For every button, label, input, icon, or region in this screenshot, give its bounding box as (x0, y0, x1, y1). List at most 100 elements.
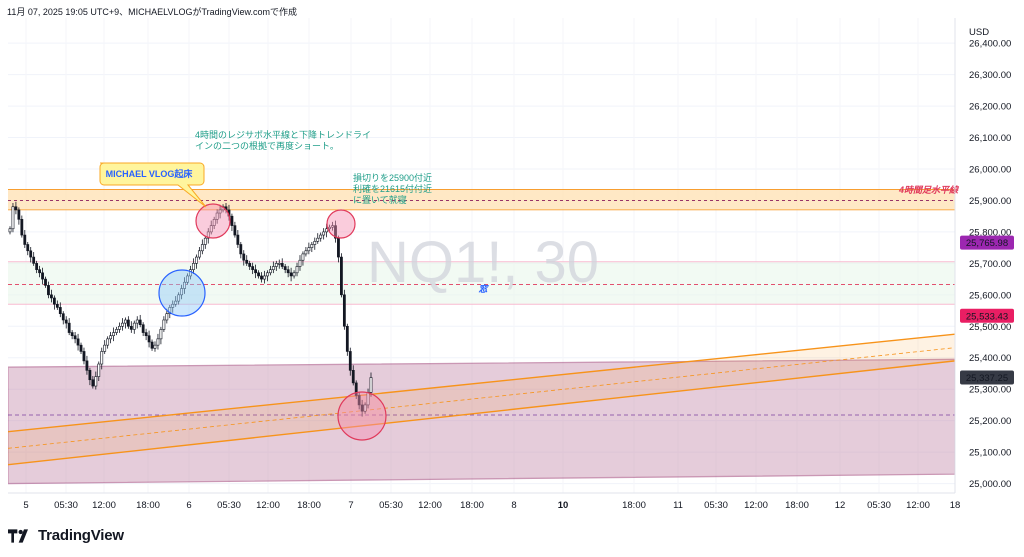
time-tick-label: 12:00 (256, 500, 280, 511)
highlight-circle (337, 391, 387, 441)
candle-body (91, 379, 95, 387)
candle-body (354, 382, 358, 396)
candle-body (304, 250, 308, 255)
price-tick-label: 25,300.00 (969, 385, 1011, 396)
price-tick-label: 25,400.00 (969, 353, 1011, 364)
gap-label: 窓 (478, 284, 489, 294)
time-tick-label: 18:00 (297, 500, 321, 511)
candle-body (310, 244, 314, 248)
candle-body (292, 272, 296, 277)
time-tick-label: 5 (23, 500, 28, 511)
chart-header: 11月 07, 2025 19:05 UTC+9、MICHAELVLOGがTra… (7, 7, 298, 17)
price-tick-label: 26,000.00 (969, 164, 1011, 175)
time-axis[interactable]: 5 05:30 12:00 18:00 6 05:30 12:00 18:00 7 05:30 12… (23, 500, 960, 511)
candle-body (248, 263, 252, 267)
candle-body (313, 241, 317, 245)
candle-body (239, 244, 243, 255)
price-tick-label: 26,100.00 (969, 133, 1011, 144)
stop-target-note: に置いて就寝 (353, 194, 407, 205)
candle-body (73, 335, 77, 340)
price-tick-label: 25,600.00 (969, 290, 1011, 301)
candle-body (328, 226, 331, 230)
candle-body (20, 219, 24, 236)
candle-body (233, 225, 237, 236)
candle-body (192, 263, 195, 270)
candle-body (283, 266, 287, 270)
time-tick-label: 18:00 (460, 500, 484, 511)
candle-body (189, 269, 192, 277)
candle-body (61, 313, 65, 321)
candle-body (103, 344, 107, 352)
candle-body (200, 244, 204, 252)
candle-body (35, 263, 39, 270)
time-tick-label: 10 (558, 500, 569, 511)
tradingview-brand[interactable]: TradingView (8, 527, 124, 544)
candle-body (357, 395, 361, 406)
candle-body (206, 231, 210, 239)
time-tick-label: 8 (511, 500, 516, 511)
candle-body (58, 307, 62, 314)
candle-body (257, 272, 260, 277)
time-tick-label: 05:30 (217, 500, 241, 511)
candle-body (316, 237, 320, 242)
candle-body (52, 297, 56, 305)
candle-body (171, 303, 175, 308)
drawing-zones (8, 189, 955, 485)
candle-body (360, 404, 364, 412)
trend-channel-fill (8, 334, 955, 465)
tradingview-logo-icon (8, 528, 28, 543)
candle-body (112, 332, 115, 337)
candle-body (153, 344, 157, 349)
level-label: 4時間足水平線 (898, 185, 960, 195)
candle-body (363, 404, 367, 412)
candle-body (215, 212, 219, 220)
candle-body (64, 319, 68, 324)
candle-body (124, 319, 127, 324)
callout-bubble (99, 162, 207, 208)
candle-body (14, 206, 18, 211)
price-label-bg (960, 235, 1014, 250)
candle-body (203, 237, 207, 245)
candle-body (32, 256, 36, 264)
price-labels: 25,765.98 25,533.43 25,337.25 (960, 235, 1014, 385)
price-tick-label: 25,000.00 (969, 479, 1011, 490)
highlight-circles (158, 203, 387, 441)
candle-body (254, 269, 257, 274)
time-tick-label: 18:00 (136, 500, 160, 511)
candle-body (88, 370, 92, 381)
currency-label: USD (969, 27, 989, 38)
time-tick-label: 12:00 (744, 500, 768, 511)
candle-body (212, 219, 216, 226)
candle-body (286, 269, 290, 274)
candle-body (82, 351, 86, 362)
time-tick-label: 6 (186, 500, 191, 511)
candle-body (209, 225, 213, 233)
candle-body (118, 325, 121, 330)
candle-body (41, 272, 44, 280)
price-axis[interactable]: 25,000.00 25,100.00 25,200.00 25,300.00 25,4… (969, 39, 1011, 490)
candle-body (85, 360, 89, 371)
time-tick-label: 12 (835, 500, 846, 511)
price-label-bg (960, 308, 1014, 323)
price-tick-label: 25,200.00 (969, 416, 1011, 427)
candle-body (109, 335, 113, 340)
candle-body (263, 275, 266, 280)
candle-body (348, 351, 352, 371)
price-tick-label: 26,400.00 (969, 39, 1011, 50)
candle-body (319, 234, 323, 239)
brand-label: TradingView (38, 527, 124, 544)
candlestick-series (8, 201, 373, 417)
trend-channel-lower (8, 360, 955, 466)
candle-body (126, 319, 130, 327)
price-tick-label: 25,700.00 (969, 259, 1011, 270)
candle-body (197, 250, 201, 258)
candle-body (345, 325, 349, 352)
candle-body (70, 332, 74, 337)
candle-body (100, 351, 104, 365)
candle-body (121, 322, 124, 327)
candle-body (369, 377, 373, 393)
candle-body (218, 209, 222, 214)
candle-body (180, 288, 184, 296)
candle-body (168, 307, 172, 314)
